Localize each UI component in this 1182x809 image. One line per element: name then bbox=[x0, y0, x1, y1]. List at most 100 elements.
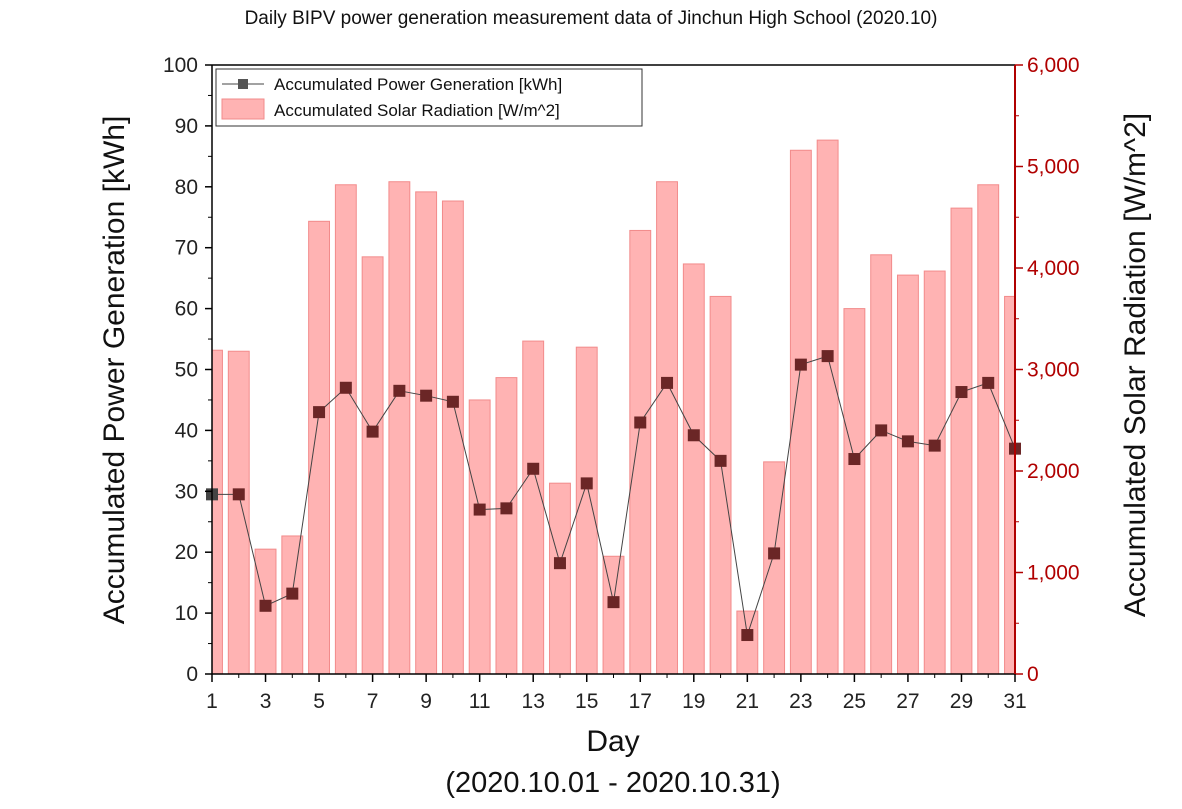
marker-day-23 bbox=[794, 358, 807, 371]
legend-bar-sample bbox=[221, 98, 265, 120]
marker-day-22 bbox=[768, 547, 781, 560]
bar-day-25 bbox=[843, 308, 866, 675]
legend: Accumulated Power Generation [kWh] Accum… bbox=[215, 68, 643, 127]
marker-day-9 bbox=[420, 389, 433, 402]
y-left-tick-label: 0 bbox=[186, 663, 198, 686]
bar-day-4 bbox=[281, 535, 304, 675]
y-right-tick-label: 6,000 bbox=[1027, 54, 1080, 77]
y-left-tick-label: 60 bbox=[175, 298, 198, 321]
y-right-tick-label: 5,000 bbox=[1027, 156, 1080, 179]
x-tick-label: 29 bbox=[950, 690, 973, 713]
bar-day-14 bbox=[549, 482, 571, 675]
legend-label-power: Accumulated Power Generation [kWh] bbox=[274, 75, 562, 94]
marker-day-24 bbox=[821, 350, 834, 363]
marker-day-29 bbox=[955, 386, 968, 399]
marker-day-27 bbox=[901, 435, 914, 448]
marker-day-19 bbox=[687, 429, 700, 442]
bar-day-18 bbox=[656, 181, 678, 675]
bar-day-23 bbox=[789, 149, 812, 675]
bar-day-13 bbox=[522, 340, 545, 675]
marker-day-16 bbox=[607, 596, 620, 609]
marker-day-13 bbox=[527, 462, 540, 475]
bar-day-7 bbox=[361, 256, 384, 675]
bar-day-22 bbox=[763, 461, 786, 675]
bar-day-12 bbox=[495, 377, 518, 675]
bar-day-20 bbox=[709, 295, 732, 675]
marker-day-6 bbox=[339, 381, 352, 394]
bar-day-24 bbox=[816, 139, 839, 675]
x-tick-label: 9 bbox=[420, 690, 432, 713]
bar-day-9 bbox=[415, 191, 438, 675]
bar-day-15 bbox=[575, 346, 598, 675]
x-tick-label: 13 bbox=[522, 690, 545, 713]
x-axis-subtitle: (2020.10.01 - 2020.10.31) bbox=[445, 767, 780, 799]
y-left-tick-label: 90 bbox=[175, 115, 198, 138]
x-axis-label: Day bbox=[586, 725, 639, 758]
marker-day-21 bbox=[741, 629, 754, 642]
y-left-axis-label: Accumulated Power Generation [kWh] bbox=[98, 116, 131, 625]
marker-day-17 bbox=[634, 416, 647, 429]
bar-day-2 bbox=[227, 350, 250, 675]
y-left-tick-label: 10 bbox=[175, 602, 198, 625]
x-tick-label: 7 bbox=[367, 690, 379, 713]
marker-day-25 bbox=[848, 453, 861, 466]
markers-group bbox=[206, 350, 1021, 642]
y-right-tick-label: 0 bbox=[1027, 663, 1039, 686]
marker-day-11 bbox=[473, 503, 486, 516]
bar-day-31 bbox=[1004, 295, 1016, 675]
y-left-tick-label: 20 bbox=[175, 541, 198, 564]
bar-day-27 bbox=[896, 274, 919, 675]
x-tick-label: 25 bbox=[843, 690, 866, 713]
ticks-group: 0 10 20 30 40 50 60 70 80 90 100 0 1,000 2,000 3,000 4,… bbox=[163, 54, 1080, 713]
marker-day-3 bbox=[259, 599, 272, 612]
marker-day-7 bbox=[366, 425, 379, 438]
bar-day-26 bbox=[870, 254, 893, 675]
x-tick-label: 23 bbox=[789, 690, 812, 713]
chart-title: Daily BIPV power generation measurement … bbox=[245, 8, 938, 29]
bar-day-16 bbox=[602, 555, 625, 675]
y-left-tick-label: 100 bbox=[163, 54, 198, 77]
bar-day-6 bbox=[334, 184, 357, 675]
marker-day-12 bbox=[500, 502, 513, 515]
bar-day-10 bbox=[441, 200, 464, 675]
legend-label-radiation: Accumulated Solar Radiation [W/m^2] bbox=[274, 101, 560, 120]
bar-day-21 bbox=[736, 610, 759, 675]
bar-day-29 bbox=[950, 207, 973, 675]
marker-day-5 bbox=[313, 406, 326, 419]
x-tick-label: 21 bbox=[736, 690, 759, 713]
marker-day-26 bbox=[875, 424, 888, 437]
bar-day-28 bbox=[923, 270, 946, 675]
marker-day-14 bbox=[553, 557, 566, 570]
y-right-axis-label: Accumulated Solar Radiation [W/m^2] bbox=[1119, 113, 1152, 617]
bar-day-30 bbox=[977, 184, 1000, 675]
y-left-tick-label: 40 bbox=[175, 419, 198, 442]
y-left-tick-label: 80 bbox=[175, 176, 198, 199]
bar-day-1 bbox=[211, 349, 223, 675]
marker-day-2 bbox=[232, 488, 245, 501]
y-right-tick-label: 3,000 bbox=[1027, 359, 1080, 382]
x-tick-label: 19 bbox=[682, 690, 705, 713]
y-left-tick-label: 70 bbox=[175, 237, 198, 260]
x-tick-label: 31 bbox=[1003, 690, 1026, 713]
marker-day-8 bbox=[393, 384, 406, 397]
y-right-tick-label: 1,000 bbox=[1027, 562, 1080, 585]
marker-day-30 bbox=[982, 376, 995, 389]
marker-day-28 bbox=[928, 439, 941, 452]
marker-day-15 bbox=[580, 477, 593, 490]
bars-group bbox=[211, 139, 1016, 675]
x-tick-label: 11 bbox=[469, 690, 491, 713]
bar-day-5 bbox=[308, 220, 331, 675]
y-right-tick-label: 2,000 bbox=[1027, 460, 1080, 483]
x-tick-label: 27 bbox=[896, 690, 919, 713]
marker-day-18 bbox=[661, 376, 674, 389]
marker-day-4 bbox=[286, 587, 299, 600]
y-left-tick-label: 30 bbox=[175, 480, 198, 503]
bar-day-11 bbox=[468, 399, 491, 675]
x-tick-label: 17 bbox=[629, 690, 652, 713]
marker-day-10 bbox=[446, 395, 459, 408]
bar-day-17 bbox=[629, 229, 652, 675]
x-tick-label: 1 bbox=[206, 690, 218, 713]
legend-box bbox=[215, 68, 643, 127]
y-right-tick-label: 4,000 bbox=[1027, 257, 1080, 280]
